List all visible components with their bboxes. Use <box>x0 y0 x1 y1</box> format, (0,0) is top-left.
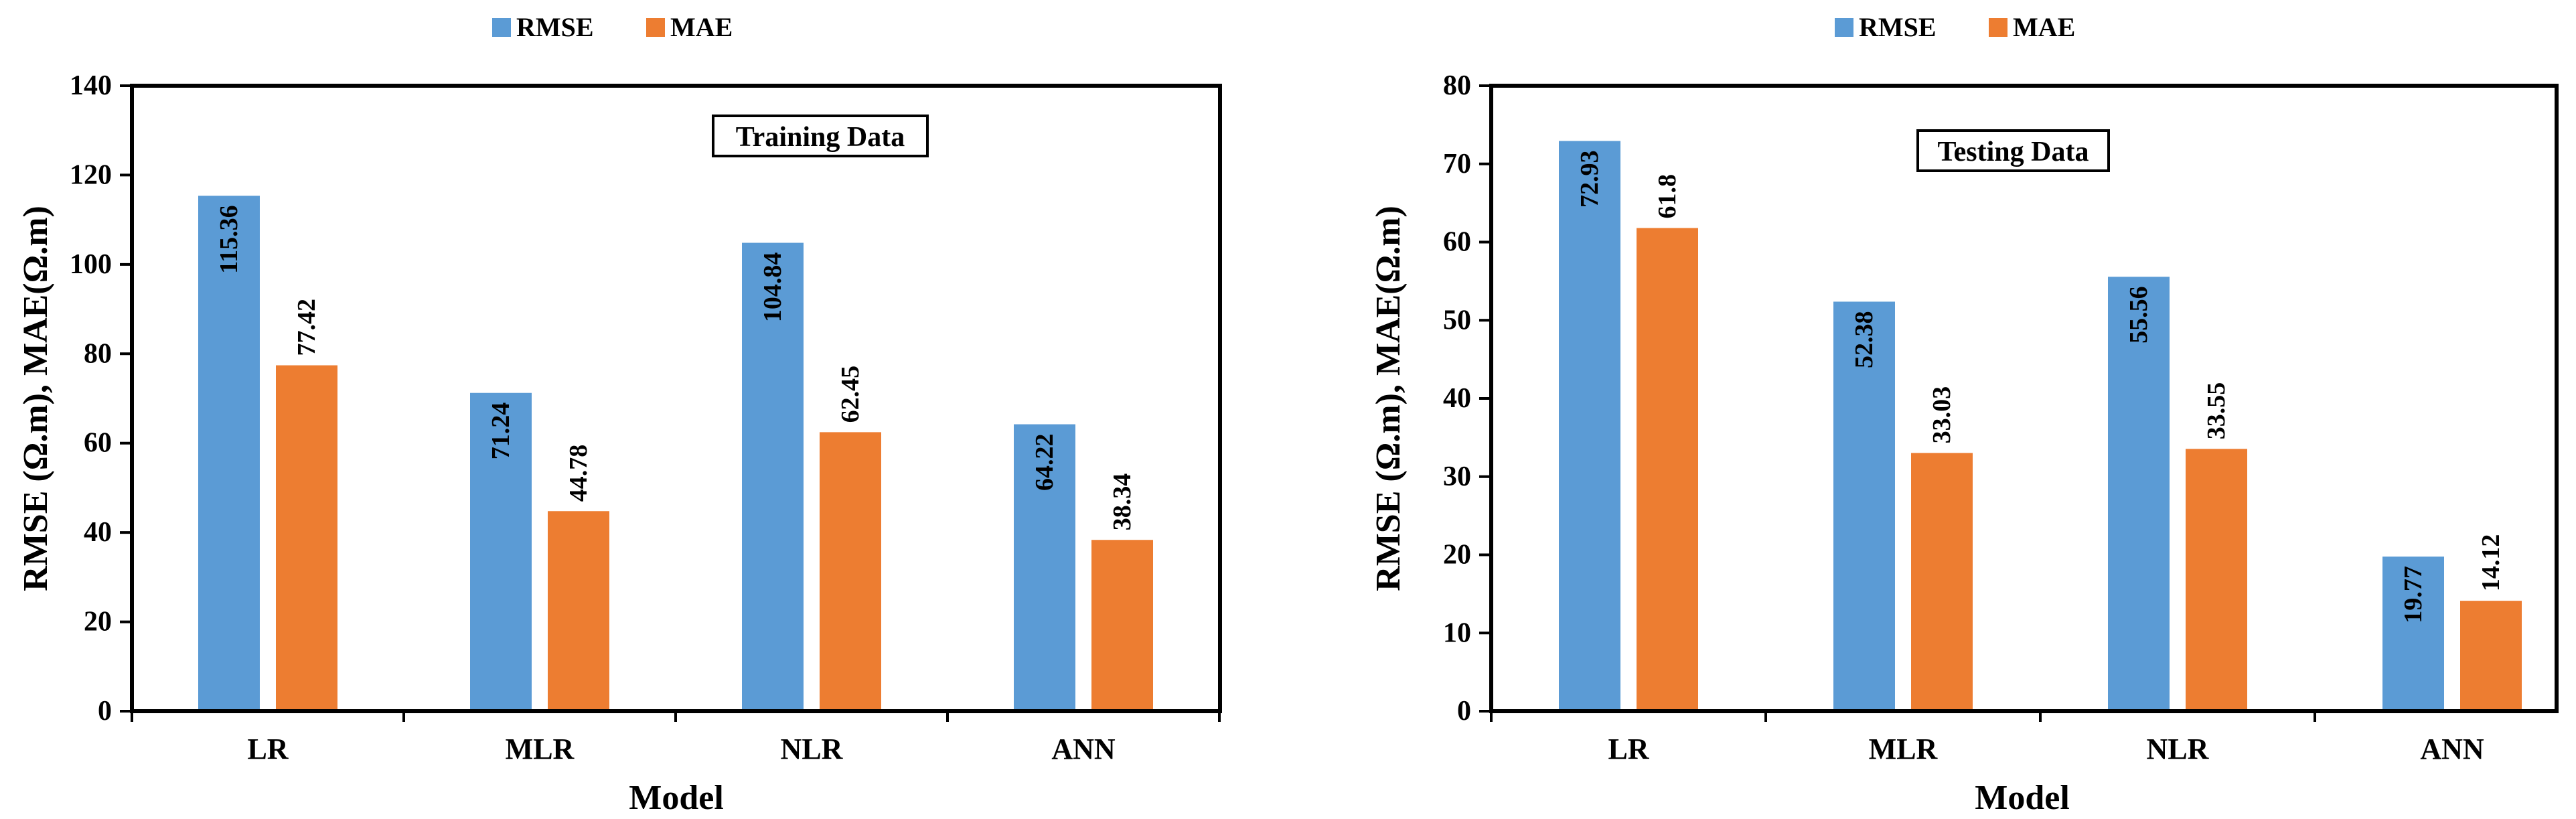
y-tick-label-40: 40 <box>84 517 112 548</box>
y-tick-label-140: 140 <box>70 70 112 101</box>
bar-rmse-mlr <box>1833 301 1895 711</box>
legend-swatch-rmse <box>1835 18 1853 37</box>
bar-mae-lr <box>1637 228 1698 711</box>
x-tick-label-nlr: NLR <box>2147 733 2210 765</box>
data-label-mae-nlr: 62.45 <box>836 366 864 423</box>
bar-mae-nlr <box>820 432 881 711</box>
chart-title: Training Data <box>736 122 905 153</box>
bar-rmse-lr <box>198 196 260 711</box>
legend: RMSE MAE <box>492 12 733 42</box>
y-tick-label-0: 0 <box>98 696 112 727</box>
data-label-rmse-lr: 72.93 <box>1576 151 1604 208</box>
data-label-rmse-ann: 19.77 <box>2399 566 2427 623</box>
y-tick-label-60: 60 <box>1443 227 1471 258</box>
x-tick-label-mlr: MLR <box>1869 733 1939 765</box>
y-tick-label-30: 30 <box>1443 461 1471 492</box>
y-axis-title: RMSE (Ω.m), MAE(Ω.m) <box>1369 206 1408 591</box>
data-label-mae-nlr: 33.55 <box>2202 382 2230 440</box>
data-label-rmse-mlr: 71.24 <box>487 402 515 460</box>
x-tick-label-lr: LR <box>247 733 289 765</box>
x-tick-label-ann: ANN <box>2420 733 2484 765</box>
chart-title: Testing Data <box>1938 137 2089 167</box>
chart-title-box <box>712 115 929 157</box>
bar-mae-mlr <box>1911 453 1973 711</box>
x-tick-label-ann: ANN <box>1051 733 1116 765</box>
data-label-mae-mlr: 44.78 <box>564 445 593 502</box>
bar-mae-mlr <box>548 511 609 711</box>
bar-mae-ann <box>2460 601 2522 711</box>
y-tick-label-0: 0 <box>1457 696 1471 727</box>
y-tick-label-120: 120 <box>70 159 112 190</box>
chart-panel-testing: RMSE MAE 72.93 61.8 LR 52.38 33.03 MLR 55.56 33.5… <box>1369 12 2559 817</box>
y-tick-label-80: 80 <box>84 338 112 369</box>
y-tick-label-60: 60 <box>84 428 112 459</box>
legend-swatch-mae <box>646 18 665 37</box>
bar-rmse-ann <box>1014 424 1075 711</box>
y-tick-label-20: 20 <box>1443 540 1471 571</box>
y-axis-title: RMSE (Ω.m), MAE(Ω.m) <box>17 206 55 591</box>
bar-rmse-ann <box>2382 556 2444 711</box>
bar-rmse-nlr <box>742 242 804 712</box>
legend-label-rmse: RMSE <box>1859 12 1937 42</box>
data-label-mae-lr: 77.42 <box>293 299 321 356</box>
legend-label-mae: MAE <box>670 12 733 42</box>
bar-rmse-nlr <box>2108 277 2170 711</box>
y-tick-label-70: 70 <box>1443 149 1471 179</box>
data-label-mae-mlr: 33.03 <box>1928 386 1956 444</box>
data-label-rmse-ann: 64.22 <box>1031 434 1059 492</box>
legend-swatch-rmse <box>492 18 511 37</box>
legend-label-mae: MAE <box>2013 12 2075 42</box>
data-label-rmse-lr: 115.36 <box>215 205 243 273</box>
data-label-mae-ann: 14.12 <box>2477 534 2505 592</box>
data-label-mae-ann: 38.34 <box>1108 473 1136 531</box>
bar-mae-nlr <box>2186 449 2247 711</box>
y-tick-label-50: 50 <box>1443 305 1471 336</box>
y-tick-label-20: 20 <box>84 607 112 638</box>
bar-rmse-lr <box>1559 141 1620 712</box>
bar-mae-lr <box>276 365 337 711</box>
legend: RMSE MAE <box>1835 12 2075 42</box>
data-label-mae-lr: 61.8 <box>1653 174 1681 219</box>
bar-rmse-mlr <box>470 392 532 711</box>
x-tick-label-nlr: NLR <box>781 733 844 765</box>
legend-label-rmse: RMSE <box>516 12 594 42</box>
y-tick-label-80: 80 <box>1443 70 1471 101</box>
chart-panel-training: RMSE MAE 115.36 77.42 LR 71.24 44.78 MLR 104.84 6… <box>17 12 1222 817</box>
chart-title-box <box>1916 129 2110 172</box>
y-tick-label-100: 100 <box>70 249 112 280</box>
data-label-rmse-nlr: 55.56 <box>2125 286 2153 344</box>
bar-mae-ann <box>1091 540 1153 711</box>
data-label-rmse-nlr: 104.84 <box>759 252 787 323</box>
data-label-rmse-mlr: 52.38 <box>1850 311 1878 368</box>
x-tick-label-lr: LR <box>1608 733 1649 765</box>
y-tick-label-10: 10 <box>1443 617 1471 648</box>
x-axis-title: Model <box>629 779 724 817</box>
legend-swatch-mae <box>1989 18 2007 37</box>
y-tick-label-40: 40 <box>1443 383 1471 414</box>
x-tick-label-mlr: MLR <box>506 733 575 765</box>
x-axis-title: Model <box>1975 779 2070 817</box>
